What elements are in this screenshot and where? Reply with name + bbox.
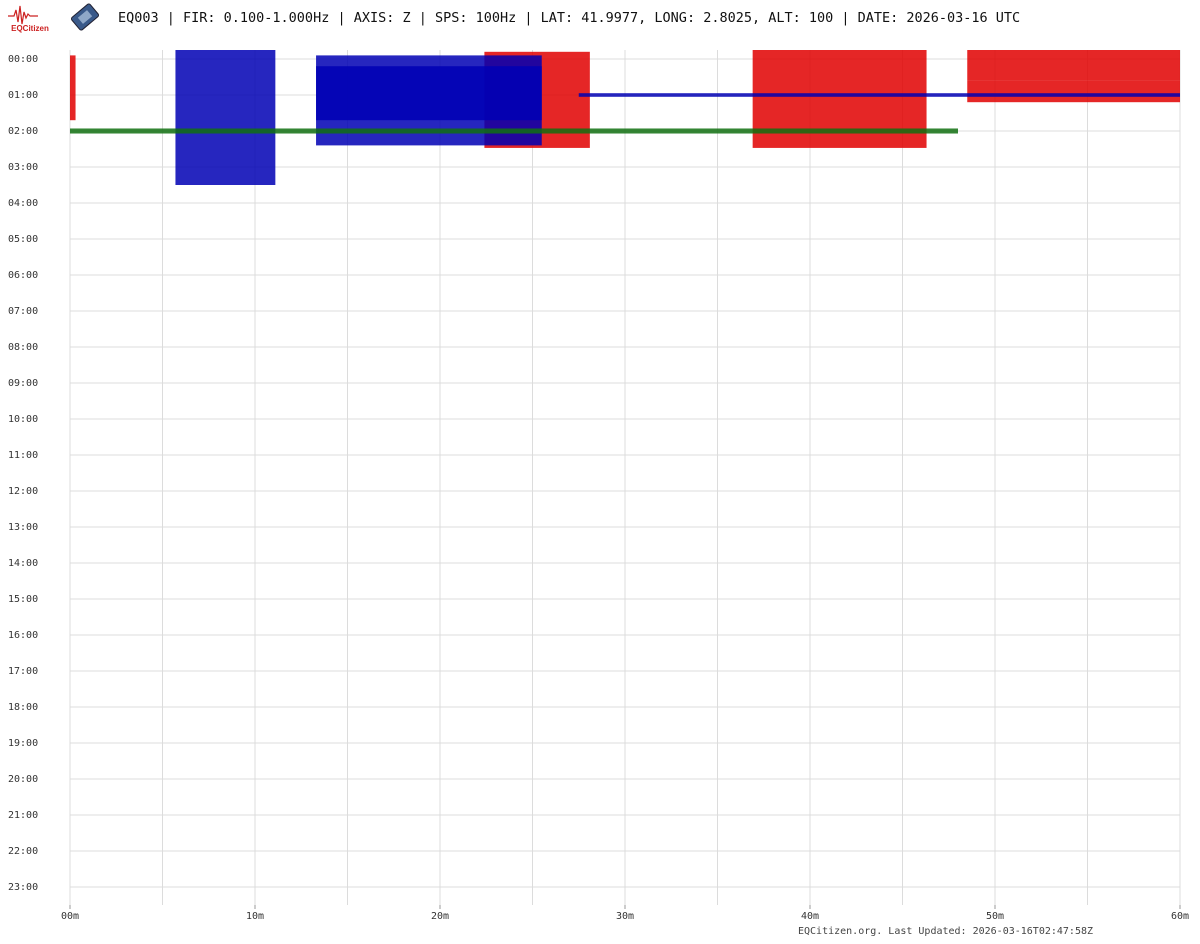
traces — [70, 50, 1180, 185]
y-tick-label: 22:00 — [8, 846, 38, 857]
trace-segment — [967, 80, 1180, 103]
y-tick-label: 04:00 — [8, 198, 38, 209]
y-tick-label: 15:00 — [8, 594, 38, 605]
y-tick-label: 08:00 — [8, 342, 38, 353]
y-tick-label: 18:00 — [8, 702, 38, 713]
y-tick-label: 19:00 — [8, 738, 38, 749]
y-tick-label: 11:00 — [8, 450, 38, 461]
footer: EQCitizen.org. Last Updated: 2026-03-16T… — [798, 926, 1093, 937]
x-tick-label: 50m — [986, 911, 1004, 922]
y-tick-label: 12:00 — [8, 486, 38, 497]
y-tick-label: 00:00 — [8, 54, 38, 65]
y-tick-label: 06:00 — [8, 270, 38, 281]
y-tick-label: 13:00 — [8, 522, 38, 533]
trace-segment — [578, 93, 1180, 97]
tick-labels: 00:00 01:00 02:00 03:00 04:00 05:00 06:00 07:00… — [8, 54, 1189, 922]
trace-segment — [175, 50, 276, 185]
y-tick-label: 16:00 — [8, 630, 38, 641]
y-tick-label: 07:00 — [8, 306, 38, 317]
logo-wave — [8, 5, 38, 25]
y-tick-label: 10:00 — [8, 414, 38, 425]
trace-segment — [70, 128, 958, 134]
logo-text: EQCitizen — [11, 24, 49, 33]
trace-segment — [70, 55, 76, 121]
y-tick-label: 20:00 — [8, 774, 38, 785]
y-tick-label: 02:00 — [8, 126, 38, 137]
x-tick-label: 40m — [801, 911, 819, 922]
x-tick-label: 10m — [246, 911, 264, 922]
chart-title: EQ003 | FIR: 0.100-1.000Hz | AXIS: Z | S… — [118, 10, 1020, 26]
y-tick-label: 03:00 — [8, 162, 38, 173]
logo: EQCitizen — [8, 3, 100, 33]
x-tick-label: 60m — [1171, 911, 1189, 922]
y-tick-label: 17:00 — [8, 666, 38, 677]
y-tick-label: 14:00 — [8, 558, 38, 569]
x-tick-label: 00m — [61, 911, 79, 922]
y-tick-label: 01:00 — [8, 90, 38, 101]
x-tick-label: 30m — [616, 911, 634, 922]
trace-segment — [967, 50, 1180, 81]
y-tick-label: 05:00 — [8, 234, 38, 245]
y-tick-label: 09:00 — [8, 378, 38, 389]
y-tick-label: 23:00 — [8, 882, 38, 893]
y-tick-label: 21:00 — [8, 810, 38, 821]
x-tick-label: 20m — [431, 911, 449, 922]
sensor-icon — [70, 3, 100, 31]
